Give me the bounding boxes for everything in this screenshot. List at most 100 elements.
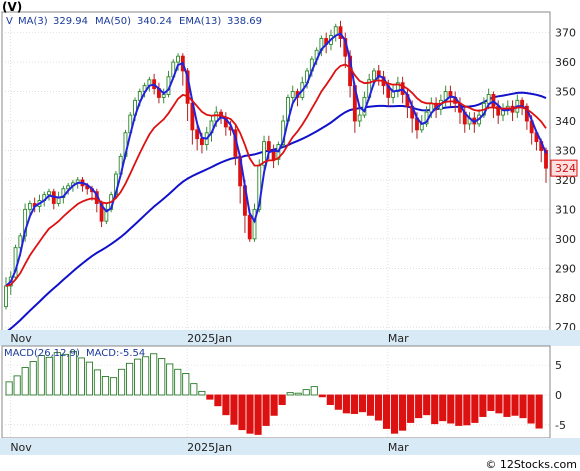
macd-bar	[142, 356, 150, 396]
x-axis-label: Nov	[10, 441, 32, 454]
price-grid	[2, 12, 550, 339]
macd-y-tick-label: -5	[555, 419, 566, 432]
price-y-tick-label: 350	[555, 86, 576, 99]
macd-bar	[125, 362, 134, 396]
chart-title: (V)	[2, 0, 22, 14]
candle-body	[195, 129, 200, 140]
ema13-line	[5, 63, 547, 287]
price-y-tick-label: 330	[555, 144, 576, 157]
last-price-marker: 324	[550, 159, 578, 177]
macd-bar	[5, 381, 13, 396]
macd-bar	[230, 394, 238, 425]
macd-bar	[431, 394, 439, 425]
macd-y-tick-label: 5	[555, 359, 562, 372]
price-panel-frame	[1, 11, 551, 340]
last-price-label: 324	[555, 162, 576, 175]
candle-body	[23, 208, 28, 237]
macd-y-tick-label: 0	[555, 389, 562, 402]
legend-ma50-value: 340.24	[137, 16, 172, 27]
candle-body	[47, 191, 51, 196]
macd-bar	[471, 394, 479, 423]
candle-body	[357, 114, 362, 122]
candle-body	[104, 208, 109, 222]
legend-ma50-label: MA(50)	[95, 16, 131, 27]
price-y-tick-label: 340	[555, 115, 576, 128]
candle-body	[544, 150, 548, 169]
macd-bar	[222, 394, 230, 416]
macd-bar	[366, 394, 375, 416]
macd-bar	[214, 394, 222, 407]
price-y-tick-label: 280	[555, 292, 576, 305]
macd-bar	[294, 392, 302, 396]
macd-bar	[399, 394, 407, 431]
macd-bar	[134, 358, 142, 396]
price-y-tick-label: 360	[555, 56, 576, 69]
macd-bar	[374, 394, 383, 421]
macd-bar	[286, 392, 294, 396]
macd-panel: -5 0 5	[1, 345, 566, 439]
macd-bar	[158, 358, 166, 396]
macd-y-axis: -5 0 5	[555, 359, 566, 432]
macd-bar	[447, 394, 455, 424]
macd-legend: MACD(26,12,9) MACD:-5.54	[4, 348, 145, 359]
macd-bar	[37, 355, 45, 396]
candle-body	[199, 138, 204, 146]
x-axis-label: 2025Jan	[187, 332, 232, 345]
macd-bar	[206, 394, 214, 400]
candle-body	[252, 208, 257, 240]
x-axis-label: Mar	[388, 441, 409, 454]
macd-bar	[53, 352, 61, 396]
macd-bar	[358, 394, 367, 413]
macd-bar	[334, 394, 342, 410]
x-axis-band-bg	[0, 438, 580, 455]
price-y-tick-label: 290	[555, 262, 576, 275]
macd-bar	[182, 373, 190, 396]
candle-body	[372, 70, 376, 81]
macd-bar	[198, 390, 206, 396]
macd-bar	[511, 394, 519, 416]
legend-ma3-label: MA(3)	[18, 16, 48, 27]
price-legend: V MA(3) 329.94 MA(50) 340.24 EMA(13) 338…	[6, 16, 262, 27]
macd-bar	[423, 394, 431, 416]
macd-bar	[487, 394, 495, 411]
macd-bar	[479, 394, 487, 417]
legend-ema13-value: 338.69	[227, 16, 262, 27]
candle-body	[247, 214, 252, 240]
macd-bar	[382, 394, 391, 429]
macd-bar	[29, 361, 37, 396]
macd-bar	[310, 386, 318, 396]
macd-bar	[318, 394, 326, 398]
candle-body	[161, 94, 166, 98]
macd-bar	[190, 383, 198, 396]
macd-histogram	[5, 350, 543, 435]
x-axis-label: Mar	[388, 332, 409, 345]
macd-bar	[61, 353, 69, 396]
candle-body	[290, 91, 295, 98]
macd-bar	[166, 363, 174, 396]
macd-bar	[69, 350, 77, 396]
macd-bar	[150, 353, 158, 396]
candle-body	[176, 55, 180, 63]
ema13-series	[5, 63, 547, 287]
macd-bar	[93, 369, 102, 396]
macd-bar	[101, 376, 110, 396]
macd-bar	[535, 394, 543, 429]
macd-bar	[415, 394, 423, 419]
ma3-series	[5, 32, 547, 287]
legend-macd-label: MACD(26,12,9)	[4, 348, 80, 359]
x-axis-band-bg	[0, 330, 580, 346]
macd-bar	[262, 394, 270, 426]
macd-bar	[350, 394, 358, 414]
price-y-tick-label: 370	[555, 27, 576, 40]
macd-bar	[527, 394, 535, 424]
macd-bar	[495, 394, 503, 414]
ma50-series	[5, 91, 547, 333]
macd-bar	[463, 394, 471, 426]
macd-bar	[270, 394, 278, 416]
macd-bar	[238, 394, 246, 431]
candle-body	[27, 203, 32, 210]
ma3-line	[5, 32, 547, 287]
footer-credit: © 12Stocks.com	[485, 458, 577, 471]
